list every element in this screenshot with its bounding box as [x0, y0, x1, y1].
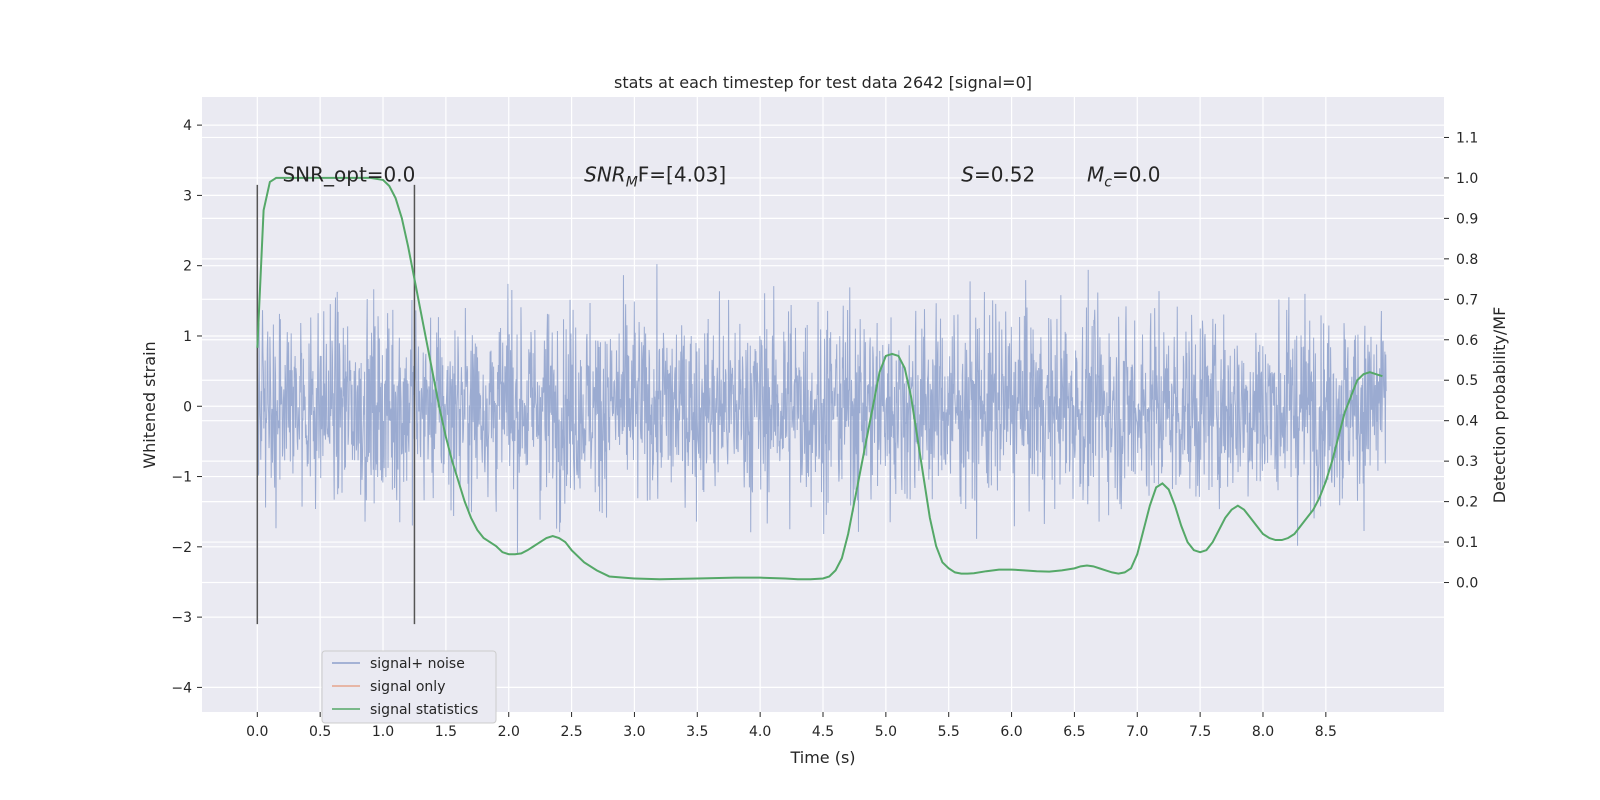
- y-right-tick-label: 0.1: [1456, 535, 1478, 551]
- series-signal-statistics: [256, 176, 1383, 581]
- y-right-tick-label: 1.0: [1456, 171, 1478, 187]
- annotation-2: S=0.52: [961, 162, 1035, 186]
- legend: signal+ noise signal only signal statist…: [321, 650, 497, 724]
- y-tick-label: 4: [183, 118, 192, 134]
- annotation-0: SNR_opt=0.0: [282, 162, 415, 186]
- y-tick-label: −1: [171, 470, 192, 486]
- x-tick-label: 2.5: [560, 724, 582, 740]
- chart-title: stats at each timestep for test data 264…: [614, 73, 1032, 92]
- x-tick-label: 8.0: [1252, 724, 1274, 740]
- x-tick-label: 1.5: [435, 724, 457, 740]
- y-tick-label: 1: [183, 329, 192, 345]
- vertical-markers: [256, 184, 416, 625]
- x-tick-label: 4.5: [812, 724, 834, 740]
- y-axis-right-label: Detection probability/MF: [1490, 307, 1509, 504]
- ticks: 0.0 0.5 1.0 1.5 2.0 2.5 3.0 3.5 4.0 4.5 5.0 5.5 6.0 6…: [171, 118, 1478, 740]
- y-right-tick-label: 0.8: [1456, 252, 1478, 268]
- x-tick-label: 3.5: [686, 724, 708, 740]
- legend-box: [321, 650, 497, 724]
- y-right-tick-label: 0.5: [1456, 373, 1478, 389]
- x-tick-label: 7.5: [1189, 724, 1211, 740]
- y-tick-label: 3: [183, 188, 192, 204]
- x-tick-label: 6.0: [1000, 724, 1022, 740]
- x-tick-label: 8.5: [1315, 724, 1337, 740]
- y-axis-label: Whitened strain: [140, 341, 159, 468]
- annotation-1: SNRMF=[4.03]: [584, 162, 726, 190]
- x-tick-label: 7.0: [1126, 724, 1148, 740]
- legend-label-signal-only: signal only: [370, 679, 445, 695]
- y-tick-label: 0: [183, 399, 192, 415]
- x-axis-label: Time (s): [789, 748, 855, 767]
- x-tick-label: 6.5: [1063, 724, 1085, 740]
- y-tick-label: −3: [171, 610, 192, 626]
- y-right-tick-label: 0.3: [1456, 454, 1478, 470]
- y-right-tick-label: 0.6: [1456, 333, 1478, 349]
- y-right-tick-label: 0.4: [1456, 414, 1478, 430]
- y-right-tick-label: 0.0: [1456, 576, 1478, 592]
- x-tick-label: 3.0: [623, 724, 645, 740]
- legend-label-signal-noise: signal+ noise: [370, 656, 465, 672]
- x-tick-label: 4.0: [749, 724, 771, 740]
- legend-label-signal-statistics: signal statistics: [370, 702, 478, 718]
- x-tick-label: 5.5: [938, 724, 960, 740]
- y-right-tick-label: 0.7: [1456, 292, 1478, 308]
- x-tick-label: 2.0: [498, 724, 520, 740]
- y-right-tick-label: 1.1: [1456, 130, 1478, 146]
- annotation-3: Mc=0.0: [1087, 162, 1161, 190]
- y-tick-label: −4: [171, 680, 192, 696]
- y-tick-label: 2: [183, 259, 192, 275]
- x-tick-label: 5.0: [875, 724, 897, 740]
- x-tick-label: 1.0: [372, 724, 394, 740]
- y-right-tick-label: 0.2: [1456, 495, 1478, 511]
- y-right-tick-label: 0.9: [1456, 211, 1478, 227]
- series-signal-noise: [256, 264, 1387, 554]
- noise-trace: [256, 264, 1387, 554]
- x-tick-label: 0.0: [246, 724, 268, 740]
- annotations: SNR_opt=0.0 SNRMF=[4.03] S=0.52 Mc=0.0: [282, 162, 1160, 190]
- x-tick-label: 0.5: [309, 724, 331, 740]
- statistics-line: [256, 176, 1383, 581]
- y-tick-label: −2: [171, 540, 192, 556]
